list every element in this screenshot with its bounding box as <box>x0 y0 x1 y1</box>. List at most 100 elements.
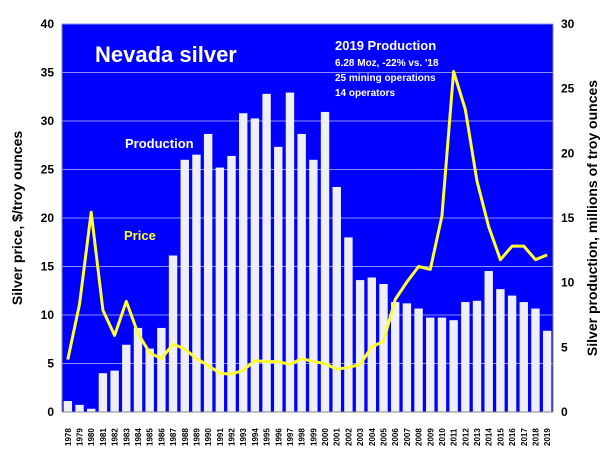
x-tick-label: 2017 <box>520 428 529 446</box>
x-tick-label: 1980 <box>87 428 96 446</box>
x-tick-label: 2011 <box>450 428 459 446</box>
production-bar <box>367 277 377 412</box>
x-tick-label: 2007 <box>403 428 412 446</box>
x-tick-label: 2013 <box>473 428 482 446</box>
right-tick-label: 15 <box>561 211 575 225</box>
production-bar <box>414 308 423 412</box>
production-bar <box>250 118 260 412</box>
x-tick-label: 1995 <box>263 428 272 446</box>
x-tick-label: 1989 <box>192 428 201 446</box>
x-tick-label: 1983 <box>122 428 131 446</box>
left-tick-label: 25 <box>41 163 55 177</box>
left-tick-label: 0 <box>47 405 54 419</box>
production-bar <box>87 408 96 412</box>
left-tick-label: 35 <box>41 66 55 80</box>
x-tick-label: 1979 <box>76 428 85 446</box>
production-bar <box>449 320 458 412</box>
right-tick-label: 30 <box>561 17 575 31</box>
left-tick-label: 15 <box>41 260 55 274</box>
production-bar <box>437 317 447 412</box>
left-tick-label: 10 <box>41 308 55 322</box>
production-bar <box>133 327 143 412</box>
right-tick-label: 20 <box>561 146 575 160</box>
x-tick-label: 2014 <box>485 428 494 446</box>
production-bar <box>332 186 341 412</box>
production-bar <box>472 300 482 412</box>
production-bar <box>297 133 306 412</box>
price-label: Price <box>124 228 156 243</box>
production-bar <box>75 404 84 412</box>
x-tick-label: 2010 <box>438 428 447 446</box>
production-bar <box>192 154 201 413</box>
production-bar <box>426 317 435 412</box>
x-tick-label: 1991 <box>216 428 225 446</box>
x-tick-label: 1978 <box>64 428 73 446</box>
x-tick-label: 2009 <box>426 428 435 446</box>
production-bar <box>531 308 540 412</box>
left-tick-label: 40 <box>41 17 55 31</box>
x-tick-label: 2006 <box>391 428 400 446</box>
left-tick-label: 5 <box>47 357 54 371</box>
x-tick-label: 1999 <box>309 428 318 446</box>
production-bar <box>110 370 119 412</box>
production-bar <box>320 111 330 413</box>
production-bar <box>542 330 552 412</box>
production-bar <box>98 373 108 412</box>
production-bar <box>203 133 213 412</box>
x-tick-label: 1994 <box>251 428 260 446</box>
right-tick-label: 0 <box>561 405 568 419</box>
x-tick-label: 2002 <box>344 428 353 446</box>
x-tick-label: 1998 <box>298 428 307 446</box>
x-tick-label: 2008 <box>415 428 424 446</box>
production-bar <box>180 159 189 412</box>
x-tick-label: 2001 <box>333 428 342 446</box>
right-tick-label: 10 <box>561 276 575 290</box>
left-tick-label: 30 <box>41 114 55 128</box>
production-bar <box>215 167 225 412</box>
production-bar <box>122 344 131 412</box>
x-tick-label: 2012 <box>461 428 470 446</box>
x-tick-label: 1987 <box>169 428 178 446</box>
chart-title: Nevada silver <box>95 42 237 67</box>
production-bar <box>309 159 318 412</box>
annotation-line: 6.28 Moz, -22% vs. '18 <box>335 58 439 69</box>
production-bar <box>227 155 236 413</box>
production-bar <box>496 289 505 412</box>
production-bar <box>461 302 470 412</box>
x-tick-label: 1997 <box>286 428 295 446</box>
production-bar <box>274 146 283 412</box>
x-tick-label: 1993 <box>239 428 248 446</box>
production-bar <box>168 255 178 412</box>
production-bar <box>379 283 388 412</box>
x-tick-label: 1984 <box>134 428 143 446</box>
x-tick-label: 1988 <box>181 428 190 446</box>
production-bar <box>344 237 353 412</box>
x-tick-label: 2019 <box>543 428 552 446</box>
x-tick-label: 1996 <box>274 428 283 446</box>
production-bar <box>285 92 295 413</box>
production-bar <box>507 295 517 412</box>
x-tick-label: 1992 <box>228 428 237 446</box>
left-tick-label: 20 <box>41 211 55 225</box>
production-bar <box>519 302 528 412</box>
x-tick-label: 2005 <box>379 428 388 446</box>
x-tick-label: 2015 <box>496 428 505 446</box>
annotation-line: 14 operators <box>335 88 395 99</box>
production-bar <box>390 302 400 412</box>
production-bar <box>238 113 248 413</box>
left-axis-title: Silver price, $/troy ounces <box>9 131 25 306</box>
production-bar <box>63 401 73 412</box>
production-bar <box>355 280 365 412</box>
production-bar <box>484 271 493 412</box>
x-tick-label: 2016 <box>508 428 517 446</box>
x-tick-label: 2004 <box>368 428 377 446</box>
production-bar <box>145 348 154 412</box>
production-label: Production <box>125 136 194 151</box>
x-tick-label: 2003 <box>356 428 365 446</box>
x-tick-label: 1981 <box>99 428 108 446</box>
production-bar <box>262 93 271 412</box>
right-tick-label: 25 <box>561 82 575 96</box>
x-tick-label: 2000 <box>321 428 330 446</box>
